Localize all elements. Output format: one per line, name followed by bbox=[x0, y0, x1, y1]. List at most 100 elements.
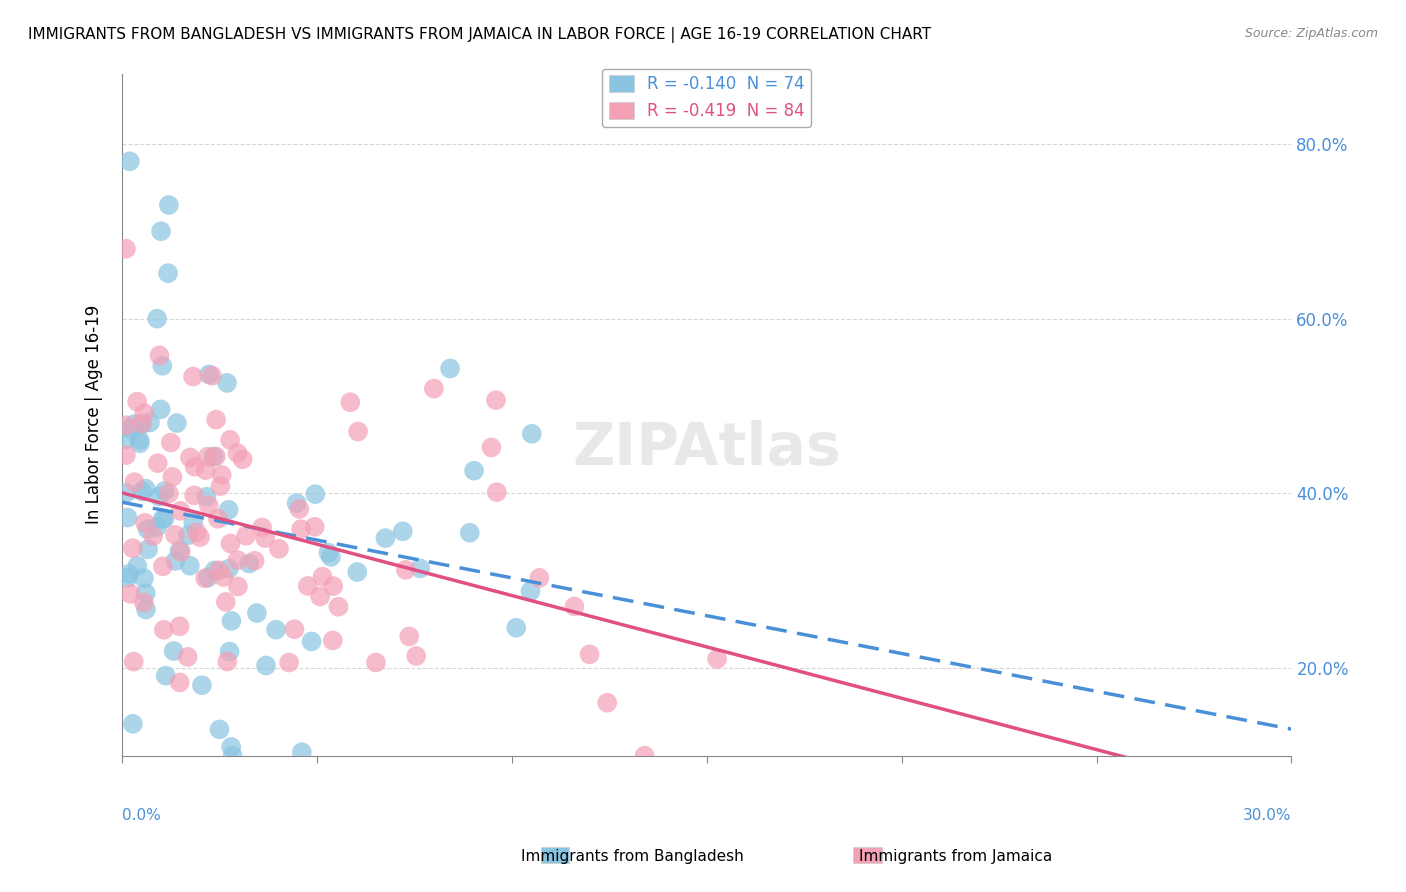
Point bbox=[219, 739, 242, 754]
Point bbox=[139, 416, 162, 430]
Point bbox=[395, 563, 418, 577]
Point bbox=[188, 530, 211, 544]
Point bbox=[179, 558, 201, 573]
Text: Source: ZipAtlas.com: Source: ZipAtlas.com bbox=[1244, 27, 1378, 40]
Point bbox=[364, 656, 387, 670]
Point bbox=[254, 658, 277, 673]
Point bbox=[132, 571, 155, 585]
Point bbox=[159, 435, 181, 450]
Point bbox=[150, 224, 173, 238]
Point bbox=[150, 359, 173, 373]
Point bbox=[152, 512, 174, 526]
Point bbox=[222, 748, 245, 763]
Point bbox=[195, 490, 218, 504]
Point bbox=[146, 456, 169, 470]
Point bbox=[122, 417, 145, 431]
Point bbox=[120, 587, 142, 601]
Point bbox=[122, 716, 145, 731]
Point bbox=[291, 745, 314, 759]
Point bbox=[596, 696, 619, 710]
Point bbox=[218, 503, 240, 517]
Point bbox=[115, 486, 138, 500]
Point bbox=[458, 525, 481, 540]
Point bbox=[132, 596, 155, 610]
Point bbox=[183, 459, 205, 474]
Point bbox=[347, 425, 370, 439]
Point bbox=[319, 549, 342, 564]
Point bbox=[170, 545, 193, 559]
Point bbox=[117, 571, 139, 585]
Point bbox=[136, 522, 159, 536]
Point bbox=[238, 557, 260, 571]
Point bbox=[288, 502, 311, 516]
Point bbox=[205, 450, 228, 464]
Point bbox=[131, 417, 153, 432]
Point bbox=[309, 590, 332, 604]
Point bbox=[267, 541, 290, 556]
Point bbox=[264, 623, 287, 637]
Point bbox=[285, 496, 308, 510]
Point bbox=[633, 748, 655, 763]
Point bbox=[162, 470, 184, 484]
Point bbox=[250, 520, 273, 534]
Point bbox=[163, 528, 186, 542]
Point bbox=[346, 565, 368, 579]
Point bbox=[706, 652, 728, 666]
Point bbox=[318, 546, 340, 560]
Legend: R = -0.140  N = 74, R = -0.419  N = 84: R = -0.140 N = 74, R = -0.419 N = 84 bbox=[602, 69, 811, 127]
Point bbox=[481, 441, 503, 455]
Text: ZIPAtlas: ZIPAtlas bbox=[572, 420, 841, 477]
Point bbox=[485, 393, 508, 408]
Point bbox=[505, 621, 527, 635]
Point bbox=[131, 417, 153, 431]
Point bbox=[254, 531, 277, 545]
Point bbox=[146, 311, 169, 326]
Point bbox=[218, 562, 240, 576]
Point bbox=[135, 586, 157, 600]
Point bbox=[157, 266, 180, 280]
Point bbox=[207, 512, 229, 526]
Point bbox=[169, 675, 191, 690]
Point bbox=[177, 528, 200, 542]
Y-axis label: In Labor Force | Age 16-19: In Labor Force | Age 16-19 bbox=[86, 305, 103, 524]
Point bbox=[131, 484, 153, 499]
Point bbox=[218, 644, 240, 658]
Point bbox=[194, 463, 217, 477]
Point bbox=[391, 524, 413, 539]
Point bbox=[135, 602, 157, 616]
Point bbox=[232, 452, 254, 467]
Point bbox=[529, 571, 551, 585]
Point bbox=[217, 655, 239, 669]
Point bbox=[181, 369, 204, 384]
Point bbox=[322, 633, 344, 648]
Point bbox=[202, 450, 225, 464]
Point bbox=[243, 554, 266, 568]
Text: IMMIGRANTS FROM BANGLADESH VS IMMIGRANTS FROM JAMAICA IN LABOR FORCE | AGE 16-19: IMMIGRANTS FROM BANGLADESH VS IMMIGRANTS… bbox=[28, 27, 931, 43]
Point bbox=[186, 525, 208, 540]
Point bbox=[163, 644, 186, 658]
Point bbox=[209, 479, 232, 493]
Point bbox=[226, 446, 249, 460]
Point bbox=[485, 485, 508, 500]
Point bbox=[118, 422, 141, 436]
Point bbox=[246, 606, 269, 620]
Point bbox=[134, 516, 156, 530]
Point bbox=[304, 487, 326, 501]
Point bbox=[128, 436, 150, 450]
Point bbox=[134, 482, 156, 496]
Point bbox=[278, 656, 301, 670]
Point bbox=[322, 579, 344, 593]
Point bbox=[409, 561, 432, 575]
Point bbox=[374, 531, 396, 545]
Point bbox=[176, 649, 198, 664]
Point bbox=[208, 723, 231, 737]
Point bbox=[153, 511, 176, 525]
Point bbox=[115, 418, 138, 433]
Point bbox=[115, 432, 138, 446]
Point bbox=[153, 623, 176, 637]
Point bbox=[304, 520, 326, 534]
Point bbox=[219, 433, 242, 447]
Point bbox=[439, 361, 461, 376]
Point bbox=[155, 668, 177, 682]
Point bbox=[183, 488, 205, 502]
